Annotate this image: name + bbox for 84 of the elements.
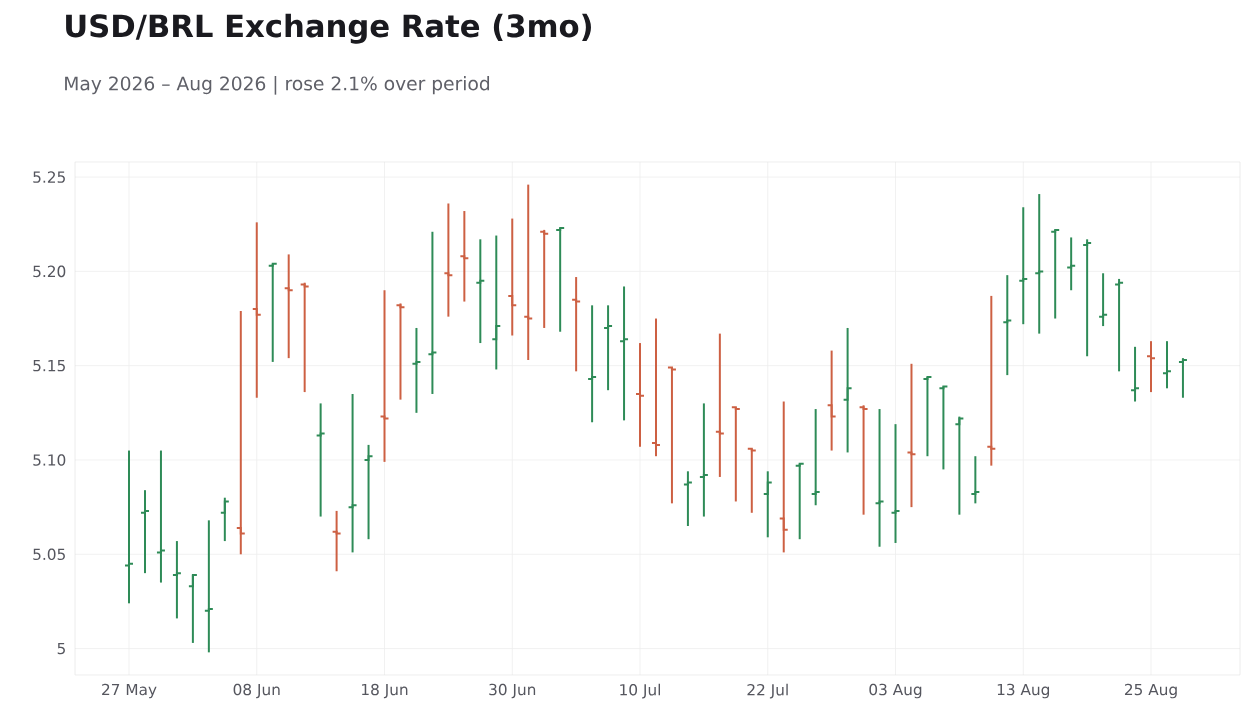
candlestick <box>619 285 630 422</box>
candlestick <box>235 309 246 556</box>
candlestick <box>922 375 933 458</box>
candlestick <box>906 362 917 509</box>
candlestick <box>666 366 677 505</box>
x-tick-label: 08 Jun <box>233 683 280 699</box>
candlestick <box>251 221 262 399</box>
candlestick <box>762 470 773 539</box>
x-tick-label: 10 Jul <box>620 683 660 699</box>
candlestick <box>171 540 182 620</box>
candlestick <box>299 281 310 394</box>
candlestick <box>603 304 614 392</box>
candlestick <box>635 342 645 448</box>
candlestick <box>379 289 390 463</box>
x-tick-label: 25 Aug <box>1124 683 1177 699</box>
candlestick <box>411 326 422 414</box>
candlestick <box>507 217 518 337</box>
candlestick <box>124 449 134 605</box>
y-tick-label: 5.05 <box>33 548 65 561</box>
candlestick <box>1050 228 1061 320</box>
x-tick-label: 18 Jun <box>362 683 408 699</box>
candlestick <box>587 304 598 424</box>
candlestick <box>874 408 885 548</box>
x-tick-label: 27 May <box>102 683 157 699</box>
candlestick <box>459 210 470 303</box>
candlestick <box>203 519 214 654</box>
candlestick <box>219 496 230 543</box>
candlestick <box>331 509 342 573</box>
candlestick <box>778 400 789 554</box>
candlestick <box>890 423 901 544</box>
y-tick-label: 5.10 <box>33 454 66 466</box>
x-tick-label: 03 Aug <box>869 683 922 699</box>
candlestick <box>842 326 853 454</box>
candlestick <box>970 455 981 505</box>
x-tick-label: 13 Aug <box>997 683 1050 699</box>
candlestick <box>730 406 741 503</box>
candlestick <box>475 238 486 345</box>
chart-title: USD/BRL Exchange Rate (3mo) <box>66 13 591 44</box>
candlestick <box>1161 340 1172 390</box>
candlestick <box>858 404 869 516</box>
candlestick <box>938 385 949 471</box>
y-tick-label: 5 <box>57 642 65 655</box>
candlestick <box>155 449 166 584</box>
candlestick <box>1114 277 1125 373</box>
candlestick <box>395 302 406 401</box>
candlestick <box>826 349 837 452</box>
candlestick <box>1082 238 1093 358</box>
x-tick-label: 30 Jun <box>489 683 536 699</box>
x-tick-label: 22 Jul <box>747 683 788 699</box>
candlestick <box>650 317 661 458</box>
candlestick <box>794 462 805 541</box>
candlestick <box>1146 340 1156 394</box>
candlestick <box>986 294 997 467</box>
candlestick <box>443 202 454 318</box>
candlestick <box>139 489 150 575</box>
candlestick <box>1034 193 1045 335</box>
candlestick <box>363 443 374 541</box>
candlestick <box>698 402 709 518</box>
candlestick <box>1130 345 1141 403</box>
y-tick-label: 5.25 <box>33 171 65 183</box>
candlestick <box>491 234 502 371</box>
candlestick <box>187 574 198 644</box>
candlestick <box>555 227 566 333</box>
candlestick <box>1018 206 1029 326</box>
candlestick <box>810 408 821 507</box>
candlestick <box>571 276 582 373</box>
candlestick <box>1066 236 1077 292</box>
candlestick <box>1177 357 1188 399</box>
candlestick <box>347 392 358 554</box>
candlestick <box>267 262 278 363</box>
y-tick-label: 5.20 <box>33 265 66 278</box>
candlestick <box>1098 272 1109 328</box>
y-tick-label: 5.15 <box>33 359 65 372</box>
candlestick <box>682 470 693 527</box>
candlestick <box>539 228 550 329</box>
candlestick <box>523 183 534 362</box>
candlestick <box>746 447 757 514</box>
chart-subtitle: May 2026 – Aug 2026 | rose 2.1% over period <box>65 75 490 95</box>
candlestick <box>714 332 725 478</box>
candlestick <box>315 402 326 518</box>
candlestick <box>427 230 438 395</box>
candlestick <box>954 415 965 516</box>
candlestick <box>1002 274 1013 377</box>
candlestick <box>283 253 294 360</box>
